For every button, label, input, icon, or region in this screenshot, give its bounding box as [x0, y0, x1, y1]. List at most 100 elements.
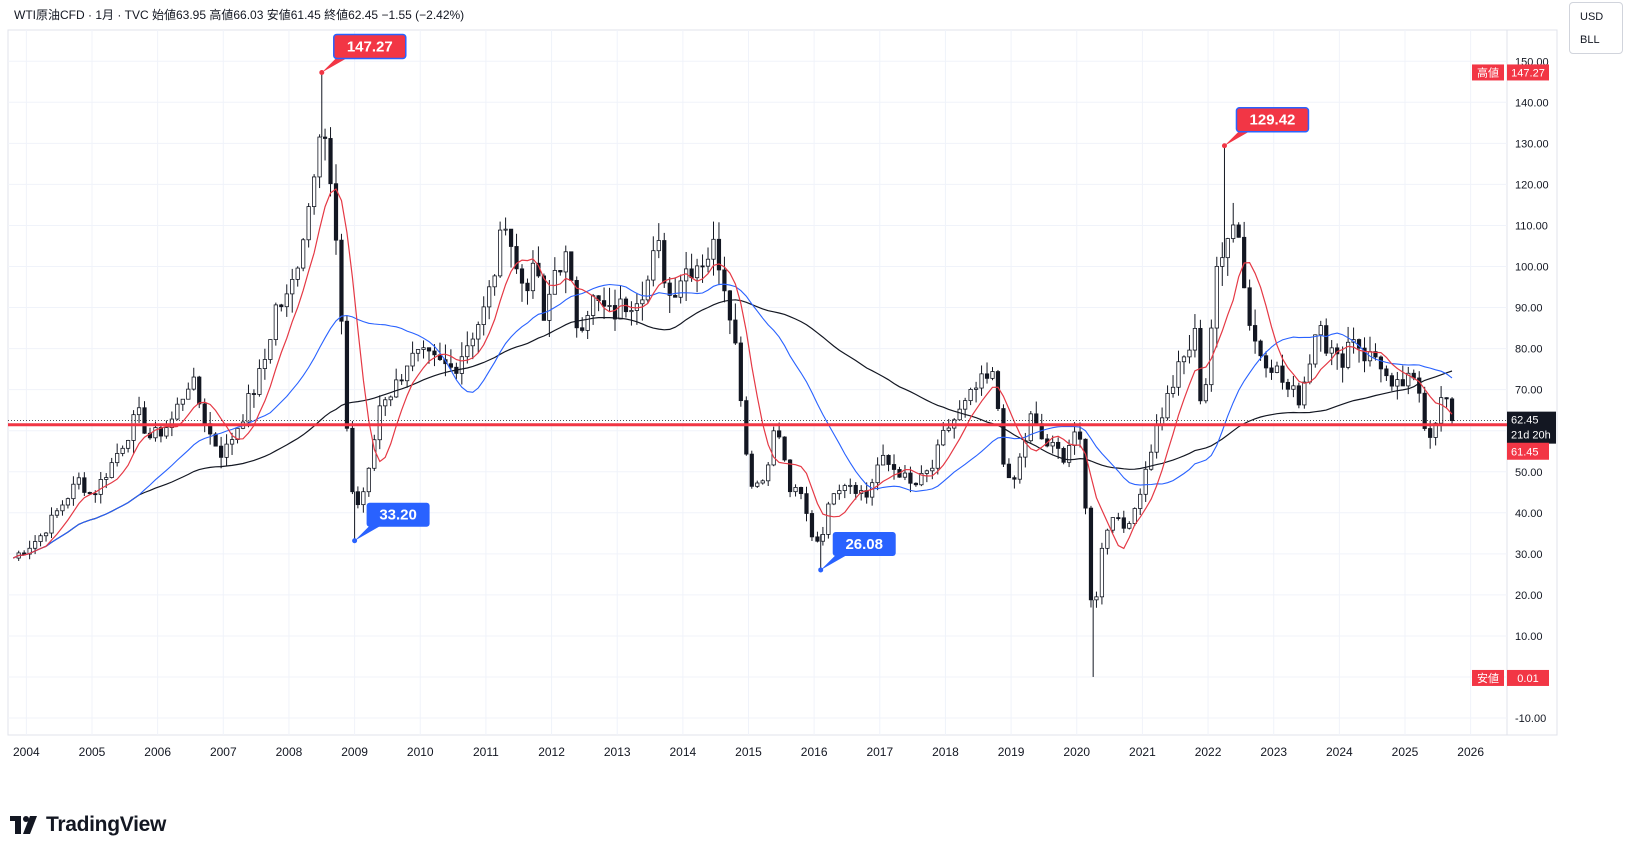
candle-up: [1329, 347, 1334, 354]
candle-up: [651, 250, 656, 281]
candle-up: [109, 462, 114, 478]
candle-down: [908, 472, 913, 484]
candle-down: [733, 319, 738, 344]
candle-up: [848, 484, 853, 487]
candle-up: [1110, 517, 1115, 531]
candle-down: [1417, 377, 1422, 394]
candle-down: [213, 433, 218, 447]
callout-label: 26.08: [845, 536, 883, 553]
y-tick-label: 80.00: [1515, 344, 1543, 356]
candle-up: [1406, 372, 1411, 387]
candle-down: [1198, 328, 1203, 402]
ma-slow-line: [12, 299, 1453, 559]
currency-label[interactable]: USD: [1580, 11, 1604, 23]
candle-down: [1088, 507, 1094, 601]
candle-up: [831, 493, 836, 505]
candle-down: [514, 246, 519, 270]
candle-down: [1056, 441, 1061, 449]
candle-up: [1231, 224, 1236, 239]
candle-down: [1121, 517, 1126, 529]
candle-up: [262, 359, 267, 369]
candle-down: [1001, 408, 1006, 465]
candle-up: [290, 278, 295, 295]
candle-up: [678, 280, 683, 298]
candle-up: [175, 403, 180, 420]
candle-down: [1362, 347, 1367, 362]
candle-down: [1006, 463, 1012, 479]
x-tick-label: 2021: [1129, 745, 1156, 759]
candle-up: [1209, 327, 1214, 386]
x-tick-label: 2016: [801, 745, 828, 759]
candle-down: [1236, 224, 1241, 238]
candle-down: [1252, 325, 1258, 342]
tradingview-logo[interactable]: TradingView: [10, 812, 166, 838]
candle-up: [268, 339, 273, 360]
candle-down: [853, 484, 858, 494]
candle-down: [1384, 368, 1389, 377]
candle-down: [432, 350, 437, 356]
candle-down: [777, 430, 782, 438]
candle-down: [787, 459, 793, 493]
candle-up: [394, 379, 399, 398]
candle-up: [930, 467, 935, 472]
candle-up: [880, 454, 886, 466]
candle-down: [1263, 355, 1269, 369]
candle-up: [1395, 379, 1400, 387]
candle-up: [295, 267, 300, 280]
candle-up: [935, 444, 940, 469]
candle-up: [246, 393, 251, 423]
candle-down: [525, 282, 530, 292]
unit-selector[interactable]: USD BLL: [1569, 2, 1623, 54]
callout-pointer: [354, 524, 383, 541]
x-tick-label: 2012: [538, 745, 565, 759]
candle-down: [1280, 365, 1285, 383]
unit-label[interactable]: BLL: [1580, 34, 1600, 46]
candle-down: [1061, 448, 1066, 463]
candle-up: [618, 298, 623, 320]
candle-down: [158, 427, 164, 437]
candle-down: [197, 376, 202, 405]
callout-box: [832, 531, 896, 556]
x-tick-label: 2008: [276, 745, 303, 759]
candle-down: [886, 454, 891, 465]
candle-down: [569, 251, 574, 281]
candle-down: [508, 228, 514, 247]
candle-down: [426, 347, 432, 352]
candle-up: [312, 176, 317, 207]
candle-up: [284, 293, 289, 308]
candle-up: [186, 388, 191, 400]
candle-up: [1439, 397, 1444, 424]
candle-up: [470, 338, 475, 347]
candle-down: [667, 282, 672, 296]
chart-frame: [7, 29, 1558, 736]
candle-up: [1225, 238, 1230, 259]
candle-down: [580, 327, 585, 331]
y-tick-label: 100.00: [1515, 262, 1549, 274]
candle-down: [355, 491, 360, 506]
candle-down: [612, 305, 618, 320]
candle-up: [820, 534, 826, 542]
candle-down: [1116, 517, 1121, 519]
candle-up: [1318, 325, 1323, 336]
candle-up: [1154, 424, 1159, 453]
countdown-label: 21d 20h: [1511, 430, 1551, 442]
day-low-box: [1507, 442, 1549, 460]
x-tick-label: 2010: [407, 745, 434, 759]
candle-down: [1077, 431, 1083, 440]
candle-down: [1324, 325, 1329, 354]
x-tick-label: 2019: [998, 745, 1025, 759]
low-value: 0.01: [1517, 673, 1538, 685]
candle-up: [640, 299, 645, 305]
candle-down: [673, 294, 678, 298]
candle-down: [601, 300, 607, 307]
candle-up: [656, 240, 661, 252]
candle-up: [875, 464, 880, 484]
candle-up: [1433, 422, 1438, 438]
candle-up: [54, 510, 60, 516]
candle-up: [1307, 363, 1312, 383]
x-tick-label: 2023: [1260, 745, 1287, 759]
candle-down: [1258, 340, 1263, 357]
y-tick-label: 130.00: [1515, 138, 1549, 150]
candle-down: [541, 275, 546, 321]
